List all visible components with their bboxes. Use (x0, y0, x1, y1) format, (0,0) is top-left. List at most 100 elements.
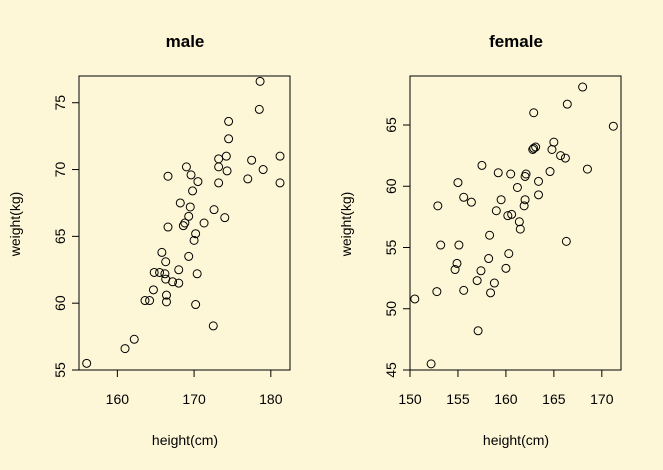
y-tick-label: 55 (383, 240, 399, 256)
male-x-axis: 160 170 180 (106, 369, 283, 407)
male-y-axis-label: weight(kg) (7, 192, 23, 258)
data-point (157, 247, 167, 257)
data-point (507, 209, 517, 219)
data-point (129, 334, 139, 344)
data-point (562, 99, 572, 109)
data-point (452, 258, 462, 268)
male-plot-frame (78, 75, 291, 371)
y-tick-label: 65 (383, 117, 399, 133)
data-point (545, 167, 555, 177)
data-point (243, 174, 253, 184)
data-point (556, 151, 566, 161)
data-point (178, 221, 188, 231)
male-data-points (82, 76, 285, 368)
data-point (561, 236, 571, 246)
x-tick-label: 160 (106, 391, 130, 407)
data-point (484, 254, 494, 264)
data-point (175, 198, 185, 208)
x-tick-label: 150 (398, 391, 422, 407)
data-point (466, 197, 476, 207)
data-point (221, 151, 231, 161)
data-point (529, 108, 539, 118)
female-data-points (410, 82, 618, 369)
x-tick-label: 155 (446, 391, 470, 407)
data-point (426, 359, 436, 369)
data-point (506, 169, 516, 179)
data-point (454, 240, 464, 250)
female-chart-title: female (489, 32, 543, 51)
y-tick-label: 60 (383, 178, 399, 194)
female-panel: female 150 155 160 165 170 45 50 55 60 65 height… (338, 32, 622, 448)
data-point (155, 267, 165, 277)
data-point (473, 326, 483, 336)
data-point (163, 171, 173, 181)
data-point (224, 116, 234, 126)
data-point (514, 217, 524, 227)
data-point (476, 266, 486, 276)
data-point (188, 186, 198, 196)
x-tick-label: 165 (542, 391, 566, 407)
data-point (222, 166, 232, 176)
data-point (184, 251, 194, 261)
data-point (214, 178, 224, 188)
data-point (140, 296, 150, 306)
male-panel: male 160 170 180 55 60 65 70 75 height(cm) wei… (7, 32, 291, 448)
data-point (608, 121, 618, 131)
data-point (534, 176, 544, 186)
data-point (161, 290, 171, 300)
data-point (410, 294, 420, 304)
data-point (199, 218, 209, 228)
data-point (185, 202, 195, 212)
data-point (168, 277, 178, 287)
data-point (433, 201, 443, 211)
data-point (220, 213, 230, 223)
data-point (193, 177, 203, 187)
y-tick-label: 65 (52, 228, 68, 244)
data-point (82, 358, 92, 368)
y-tick-label: 50 (383, 301, 399, 317)
data-point (459, 285, 469, 295)
x-tick-label: 160 (494, 391, 518, 407)
data-point (549, 137, 559, 147)
data-point (436, 240, 446, 250)
data-point (258, 165, 268, 175)
data-point (459, 192, 469, 202)
data-point (161, 297, 171, 307)
data-point (247, 155, 257, 165)
data-point (472, 276, 482, 286)
y-tick-label: 60 (52, 295, 68, 311)
data-point (529, 143, 539, 153)
data-point (503, 211, 513, 221)
data-point (519, 201, 529, 211)
data-point (578, 82, 588, 92)
data-point (186, 170, 196, 180)
data-point (163, 222, 173, 232)
data-point (520, 195, 530, 205)
data-point (485, 230, 495, 240)
y-tick-label: 70 (52, 162, 68, 178)
data-point (181, 162, 191, 172)
data-point (477, 160, 487, 170)
data-point (189, 235, 199, 245)
data-point (432, 287, 442, 297)
data-point (496, 195, 506, 205)
male-y-axis: 55 60 65 70 75 (52, 95, 80, 378)
data-point (174, 265, 184, 275)
data-point (208, 321, 218, 331)
female-y-axis: 45 50 55 60 65 (383, 117, 411, 378)
data-point (209, 205, 219, 215)
y-tick-label: 55 (52, 362, 68, 378)
female-x-axis: 150 155 160 165 170 (398, 369, 614, 407)
x-tick-label: 170 (182, 391, 206, 407)
data-point (214, 162, 224, 172)
data-point (145, 296, 155, 306)
data-point (254, 104, 264, 114)
data-point (275, 151, 285, 161)
data-point (191, 229, 201, 239)
data-point (184, 211, 194, 221)
data-point (214, 154, 224, 164)
male-chart-title: male (166, 32, 205, 51)
data-point (192, 269, 202, 279)
female-y-axis-label: weight(kg) (338, 192, 354, 258)
